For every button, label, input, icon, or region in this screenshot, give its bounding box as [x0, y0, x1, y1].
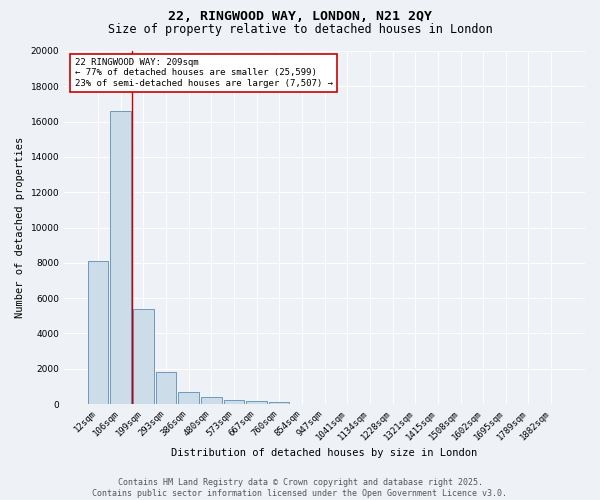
Bar: [269, 402, 289, 404]
Y-axis label: Number of detached properties: Number of detached properties: [15, 137, 25, 318]
Bar: [133, 309, 154, 404]
Bar: [156, 372, 176, 404]
Text: Size of property relative to detached houses in London: Size of property relative to detached ho…: [107, 22, 493, 36]
Bar: [201, 397, 221, 404]
Bar: [247, 402, 267, 404]
Text: Contains HM Land Registry data © Crown copyright and database right 2025.
Contai: Contains HM Land Registry data © Crown c…: [92, 478, 508, 498]
X-axis label: Distribution of detached houses by size in London: Distribution of detached houses by size …: [172, 448, 478, 458]
Text: 22 RINGWOOD WAY: 209sqm
← 77% of detached houses are smaller (25,599)
23% of sem: 22 RINGWOOD WAY: 209sqm ← 77% of detache…: [74, 58, 332, 88]
Text: 22, RINGWOOD WAY, LONDON, N21 2QY: 22, RINGWOOD WAY, LONDON, N21 2QY: [168, 10, 432, 23]
Bar: [178, 392, 199, 404]
Bar: [110, 111, 131, 404]
Bar: [224, 400, 244, 404]
Bar: [88, 261, 108, 404]
